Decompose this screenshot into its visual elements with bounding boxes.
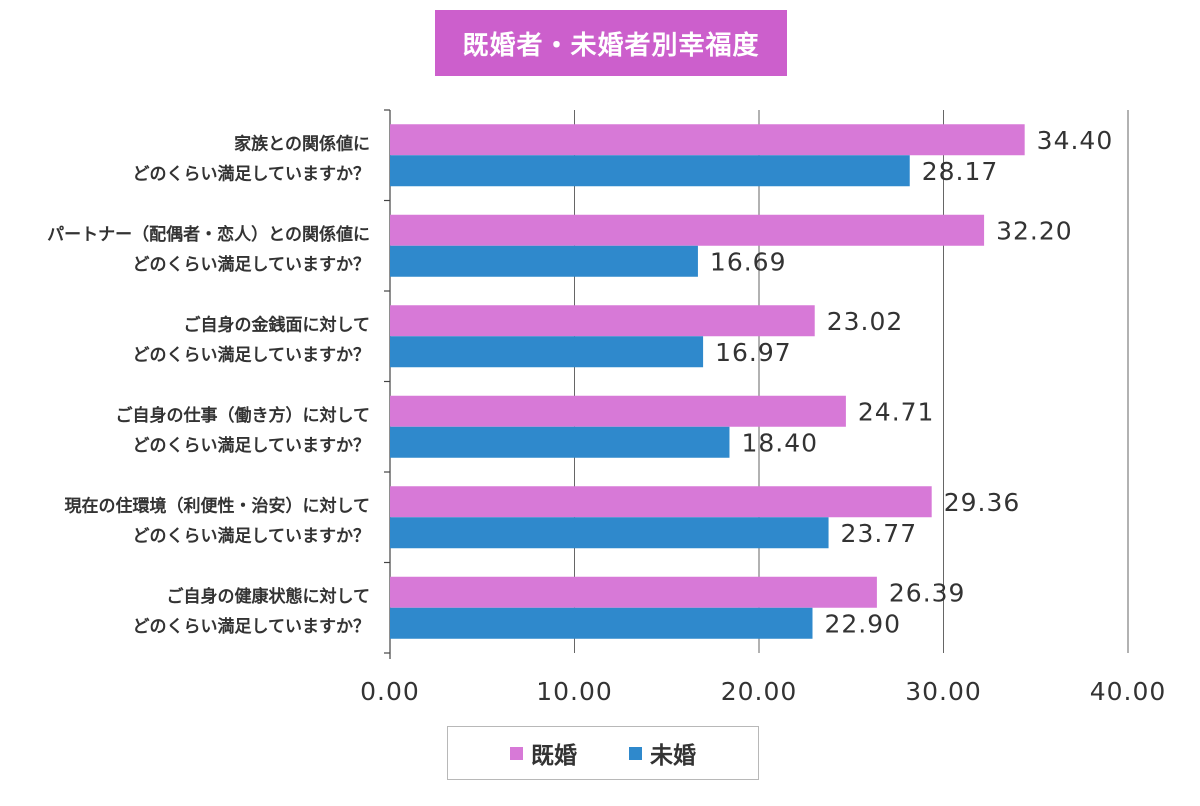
data-label-married-5: 26.39	[889, 578, 966, 607]
x-tick-label-1: 10.00	[536, 677, 613, 706]
legend-item-married: 既婚	[510, 736, 577, 770]
bar-unmarried-4	[390, 517, 829, 549]
chart-title: 既婚者・未婚者別幸福度	[462, 30, 760, 61]
legend-item-unmarried: 未婚	[629, 736, 696, 770]
data-label-married-2: 23.02	[827, 307, 904, 336]
bar-married-1	[390, 214, 985, 246]
legend-label-married: 既婚	[531, 743, 577, 769]
bar-married-3	[390, 395, 846, 427]
category-label-2-1: どのくらい満足していますか？	[133, 344, 371, 365]
category-label-5-1: どのくらい満足していますか？	[133, 616, 371, 637]
bar-married-5	[390, 576, 877, 608]
category-label-4-1: どのくらい満足していますか？	[133, 525, 371, 546]
category-label-0-0: 家族との関係値に	[234, 133, 370, 154]
category-label-5-0: ご自身の健康状態に対して	[167, 586, 371, 607]
bar-unmarried-2	[390, 336, 704, 368]
category-label-3-1: どのくらい満足していますか？	[133, 435, 371, 456]
category-label-1-0: パートナー（配偶者・恋人）との関係値に	[47, 224, 370, 245]
bar-married-4	[390, 486, 932, 518]
category-label-1-1: どのくらい満足していますか？	[133, 254, 371, 275]
data-label-unmarried-2: 16.97	[715, 338, 792, 367]
x-tick-label-4: 40.00	[1090, 677, 1167, 706]
legend-swatch-unmarried	[629, 746, 642, 760]
data-label-unmarried-5: 22.90	[825, 609, 902, 638]
bar-married-0	[390, 124, 1025, 156]
chart-title-box: 既婚者・未婚者別幸福度	[435, 10, 787, 76]
legend-label-unmarried: 未婚	[650, 743, 696, 769]
data-label-unmarried-4: 23.77	[841, 519, 918, 548]
category-label-0-1: どのくらい満足していますか？	[133, 163, 371, 184]
bar-unmarried-3	[390, 426, 730, 458]
x-tick-label-2: 20.00	[721, 677, 798, 706]
x-tick-label-3: 30.00	[905, 677, 982, 706]
data-label-unmarried-3: 18.40	[741, 428, 818, 457]
bar-married-2	[390, 305, 815, 337]
data-label-married-1: 32.20	[996, 216, 1073, 245]
legend: 既婚 未婚	[447, 726, 759, 780]
category-label-3-0: ご自身の仕事（働き方）に対して	[116, 405, 371, 426]
category-label-2-0: ご自身の金銭面に対して	[184, 314, 371, 335]
legend-swatch-married	[510, 746, 523, 760]
data-label-married-0: 34.40	[1037, 126, 1114, 155]
bar-unmarried-1	[390, 245, 698, 277]
data-label-unmarried-0: 28.17	[922, 157, 999, 186]
data-label-married-3: 24.71	[858, 397, 935, 426]
x-tick-label-0: 0.00	[360, 677, 420, 706]
bar-unmarried-0	[390, 155, 910, 187]
data-label-unmarried-1: 16.69	[710, 247, 787, 276]
data-label-married-4: 29.36	[944, 488, 1021, 517]
bar-unmarried-5	[390, 607, 813, 639]
category-label-4-0: 現在の住環境（利便性・治安）に対して	[65, 495, 371, 516]
